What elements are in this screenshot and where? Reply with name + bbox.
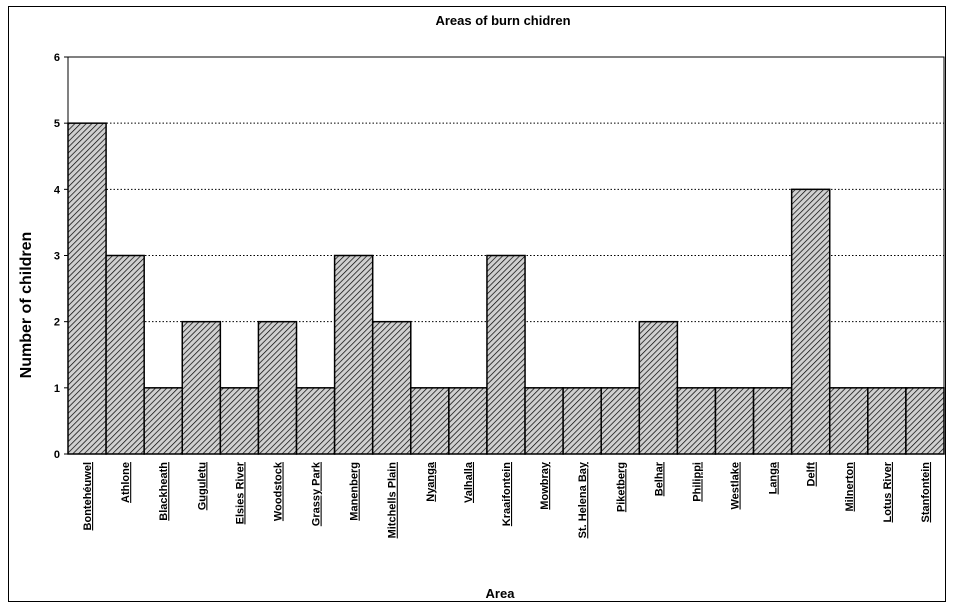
- bar: [562, 387, 602, 455]
- bar: [181, 320, 222, 455]
- y-tick-label: 5: [54, 118, 60, 130]
- bar: [752, 387, 793, 455]
- chart-title: Areas of burn chidren: [435, 13, 570, 28]
- x-tick-label: Manenberg: [349, 462, 361, 521]
- y-tick-label: 3: [54, 251, 60, 263]
- x-tick-label: St. Helena Bay: [577, 461, 589, 538]
- x-tick-label: Stanfontein: [920, 462, 932, 523]
- bar: [257, 320, 298, 455]
- x-tick-label: Delft: [806, 462, 818, 487]
- bar: [448, 387, 488, 455]
- y-tick-label: 1: [54, 383, 60, 395]
- bar: [219, 387, 260, 455]
- bar: [867, 387, 907, 455]
- y-axis-label: Number of children: [18, 232, 35, 379]
- bar: [828, 387, 869, 455]
- x-tick-label: Nyanga: [425, 461, 437, 502]
- y-tick-label: 2: [54, 317, 60, 329]
- bar: [295, 387, 336, 455]
- bar: [486, 254, 526, 455]
- y-tick-label: 6: [54, 52, 60, 64]
- y-tick-label: 0: [54, 449, 60, 461]
- x-tick-label: Langa: [768, 461, 780, 494]
- bars: [67, 122, 945, 455]
- bar: [905, 387, 945, 455]
- x-tick-label: Philippi: [691, 462, 703, 502]
- x-tick-label: Belhar: [653, 461, 665, 496]
- x-tick-label: Grassy Park: [311, 461, 323, 526]
- y-tick-label: 4: [54, 184, 61, 196]
- x-axis-label: Area: [486, 586, 516, 601]
- bar: [410, 387, 450, 455]
- x-tick-label: Mowbray: [539, 461, 551, 510]
- x-tick-label: Lotus River: [882, 461, 894, 522]
- x-tick-label: Bontehéuwel: [82, 462, 94, 530]
- x-tick-label: Kraaifontein: [501, 462, 513, 526]
- bar: [676, 387, 717, 455]
- x-axis-ticks: Bontehéuwel Athlone Blackheath Guguletu Elsi…: [82, 461, 932, 538]
- x-tick-label: Piketberg: [615, 462, 627, 512]
- bar: [790, 188, 831, 455]
- y-axis-ticks: 0 1 2 3 4 5 6: [54, 52, 68, 461]
- x-tick-label: Blackheath: [158, 462, 170, 521]
- x-tick-label: Mitchells Plain: [387, 462, 399, 539]
- x-tick-label: Valhalla: [463, 461, 475, 503]
- x-tick-label: Guguletu: [196, 462, 208, 510]
- x-tick-label: Athlone: [120, 462, 132, 503]
- bar: [333, 254, 374, 455]
- bar: [105, 254, 145, 455]
- bar: [714, 387, 755, 455]
- bar: [638, 320, 679, 455]
- bar: [600, 387, 641, 455]
- x-tick-label: Milnerton: [844, 462, 856, 512]
- bar: [371, 320, 412, 455]
- bar: [524, 387, 564, 455]
- bar: [67, 122, 107, 455]
- x-tick-label: Westlake: [730, 462, 742, 510]
- x-tick-label: Woodstock: [272, 461, 284, 521]
- bar: [143, 387, 184, 455]
- x-tick-label: Elsies River: [234, 461, 246, 524]
